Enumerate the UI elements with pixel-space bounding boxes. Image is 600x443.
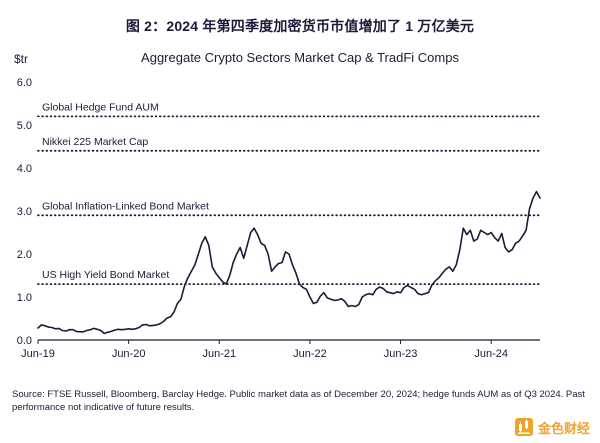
reference-line-label: Nikkei 225 Market Cap (42, 136, 148, 148)
y-tick-label: 5.0 (17, 120, 32, 132)
x-tick-label: Jun-24 (474, 348, 508, 360)
reference-line-label: Global Hedge Fund AUM (42, 101, 159, 113)
x-tick-label: Jun-19 (21, 348, 55, 360)
chart-footer: Source: FTSE Russell, Bloomberg, Barclay… (12, 388, 590, 437)
y-tick-label: 6.0 (17, 77, 32, 89)
brand-name: 金色财经 (537, 420, 590, 436)
crypto-market-cap-series (37, 190, 541, 335)
reference-line-label: Global Inflation-Linked Bond Market (42, 200, 209, 212)
y-tick-label: 1.0 (17, 292, 32, 304)
chart-title: Aggregate Crypto Sectors Market Cap & Tr… (141, 50, 459, 65)
chart-header: $tr Aggregate Crypto Sectors Market Cap … (0, 50, 600, 70)
crypto-market-cap-line-chart: 0.0 1.0 2.0 3.0 4.0 5.0 6.0 Global Hedge Fund A… (17, 77, 541, 360)
y-axis-unit-label: $tr (14, 52, 29, 66)
x-tick-label: Jun-23 (384, 348, 418, 360)
y-tick-label: 0.0 (17, 335, 32, 347)
x-tick-label: Jun-21 (202, 348, 236, 360)
y-tick-label: 2.0 (17, 249, 32, 261)
x-tick-label: Jun-22 (293, 348, 327, 360)
brand-logo: 金色财经 (12, 418, 590, 437)
y-tick-label: 4.0 (17, 163, 32, 175)
source-note: Source: FTSE Russell, Bloomberg, Barclay… (12, 389, 585, 414)
reference-line-label: US High Yield Bond Market (42, 269, 169, 281)
x-tick-label: Jun-20 (112, 348, 146, 360)
golden-finance-logo-icon (514, 418, 533, 437)
figure-title: 图 2：2024 年第四季度加密货币市值增加了 1 万亿美元 (125, 18, 475, 34)
y-tick-label: 3.0 (17, 206, 32, 218)
